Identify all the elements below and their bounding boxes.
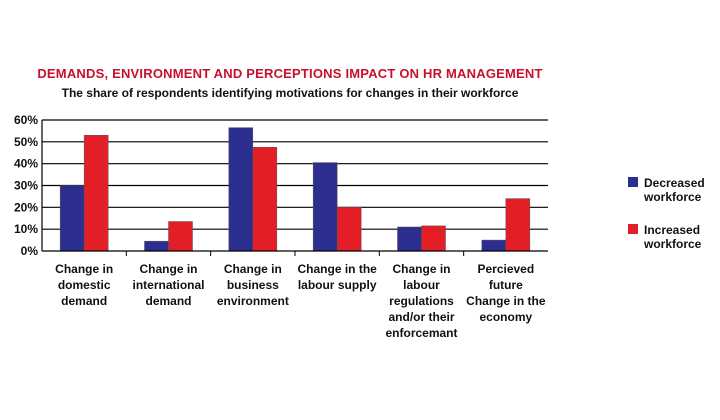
bar-increased <box>336 207 362 252</box>
bar-increased <box>505 198 531 252</box>
bar-decreased <box>312 162 338 252</box>
category-labels: Change in domestic demand Change in internat… <box>55 262 546 340</box>
bar-increased <box>421 225 446 252</box>
category-label: Change in domestic demand <box>55 262 113 308</box>
category-label: Change in international demand <box>132 262 204 308</box>
category-label: Percieved future Change in the economy <box>466 262 546 324</box>
legend-label: Decreased workforce <box>643 176 705 204</box>
gridlines <box>42 119 548 230</box>
category-label: Change in the labour supply <box>297 262 377 292</box>
category-label: Change in business environment <box>217 262 289 308</box>
bar-decreased <box>59 185 85 252</box>
bar-decreased <box>481 239 507 252</box>
y-tick-label: 60% <box>14 113 38 127</box>
y-tick-label: 30% <box>14 179 38 193</box>
bar-increased <box>83 135 109 252</box>
y-tick-label: 40% <box>14 157 38 171</box>
axes <box>41 120 548 256</box>
category-label: Change in labour regulations and/or their en… <box>385 262 457 340</box>
y-tick-label: 50% <box>14 135 38 149</box>
bar-increased <box>168 221 193 252</box>
y-tick-label: 20% <box>14 200 38 214</box>
bars <box>59 127 531 252</box>
y-tick-label: 0% <box>21 244 39 258</box>
chart-title: DEMANDS, ENVIRONMENT AND PERCEPTIONS IMP… <box>37 66 543 81</box>
legend-label: Increased workforce <box>643 223 702 251</box>
bar-decreased <box>144 240 169 252</box>
bar-decreased <box>397 226 422 252</box>
y-tick-labels: 0% 10% 20% 30% 40% 50% 60% <box>14 113 38 258</box>
bar-increased <box>252 147 278 252</box>
legend-swatch-increased <box>628 224 638 234</box>
bar-decreased <box>228 127 254 252</box>
chart-subtitle: The share of respondents identifying mot… <box>61 86 519 100</box>
legend: Decreased workforce Increased workforce <box>628 176 705 251</box>
y-tick-label: 10% <box>14 222 38 236</box>
legend-swatch-decreased <box>628 177 638 187</box>
